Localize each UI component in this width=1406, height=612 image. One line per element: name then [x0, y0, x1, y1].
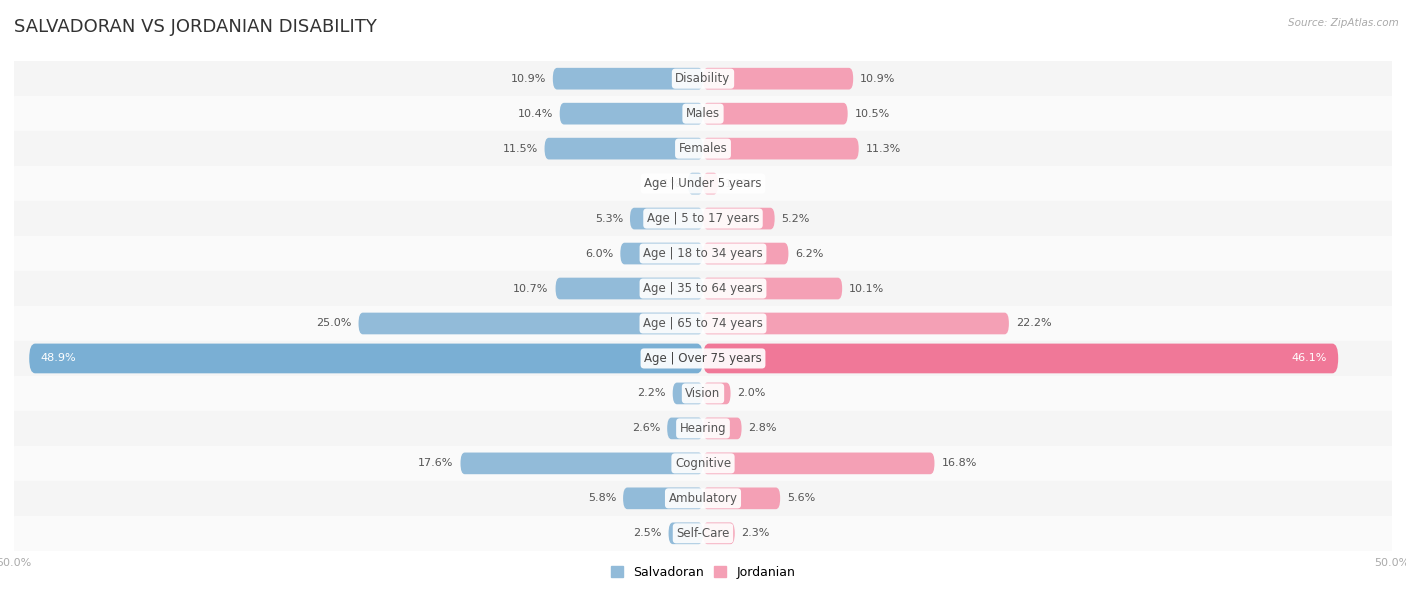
FancyBboxPatch shape	[668, 417, 703, 439]
FancyBboxPatch shape	[30, 343, 703, 373]
Text: Age | 35 to 64 years: Age | 35 to 64 years	[643, 282, 763, 295]
Text: 5.6%: 5.6%	[787, 493, 815, 503]
FancyBboxPatch shape	[703, 452, 935, 474]
Text: Age | Under 5 years: Age | Under 5 years	[644, 177, 762, 190]
Text: 11.3%: 11.3%	[866, 144, 901, 154]
FancyBboxPatch shape	[703, 313, 1010, 334]
FancyBboxPatch shape	[620, 243, 703, 264]
Text: 2.5%: 2.5%	[633, 528, 662, 539]
Text: 1.1%: 1.1%	[725, 179, 754, 188]
Text: 5.8%: 5.8%	[588, 493, 616, 503]
FancyBboxPatch shape	[623, 488, 703, 509]
Bar	[14, 236, 1392, 271]
FancyBboxPatch shape	[359, 313, 703, 334]
FancyBboxPatch shape	[703, 68, 853, 89]
FancyBboxPatch shape	[703, 243, 789, 264]
Text: Age | Over 75 years: Age | Over 75 years	[644, 352, 762, 365]
Text: 5.2%: 5.2%	[782, 214, 810, 223]
Text: 6.0%: 6.0%	[585, 248, 613, 258]
Text: 10.9%: 10.9%	[860, 73, 896, 84]
Bar	[14, 61, 1392, 96]
FancyBboxPatch shape	[555, 278, 703, 299]
Bar	[14, 376, 1392, 411]
FancyBboxPatch shape	[461, 452, 703, 474]
Text: 16.8%: 16.8%	[942, 458, 977, 468]
Text: 2.6%: 2.6%	[631, 424, 661, 433]
Text: 2.3%: 2.3%	[741, 528, 770, 539]
Text: 2.8%: 2.8%	[748, 424, 778, 433]
Bar	[14, 481, 1392, 516]
Text: Source: ZipAtlas.com: Source: ZipAtlas.com	[1288, 18, 1399, 28]
Text: SALVADORAN VS JORDANIAN DISABILITY: SALVADORAN VS JORDANIAN DISABILITY	[14, 18, 377, 36]
Bar	[14, 201, 1392, 236]
Text: Age | 18 to 34 years: Age | 18 to 34 years	[643, 247, 763, 260]
Text: 5.3%: 5.3%	[595, 214, 623, 223]
Text: 10.4%: 10.4%	[517, 109, 553, 119]
Text: 2.0%: 2.0%	[738, 389, 766, 398]
Text: 46.1%: 46.1%	[1292, 354, 1327, 364]
FancyBboxPatch shape	[703, 103, 848, 124]
FancyBboxPatch shape	[703, 207, 775, 230]
FancyBboxPatch shape	[703, 343, 1339, 373]
Text: Self-Care: Self-Care	[676, 527, 730, 540]
Text: Age | 65 to 74 years: Age | 65 to 74 years	[643, 317, 763, 330]
Text: Age | 5 to 17 years: Age | 5 to 17 years	[647, 212, 759, 225]
FancyBboxPatch shape	[703, 488, 780, 509]
Text: 25.0%: 25.0%	[316, 318, 352, 329]
FancyBboxPatch shape	[688, 173, 703, 195]
Bar	[14, 131, 1392, 166]
Text: 10.9%: 10.9%	[510, 73, 546, 84]
Bar	[14, 96, 1392, 131]
Bar	[14, 306, 1392, 341]
Bar	[14, 446, 1392, 481]
Text: 10.5%: 10.5%	[855, 109, 890, 119]
FancyBboxPatch shape	[703, 417, 741, 439]
Bar	[14, 341, 1392, 376]
Text: 6.2%: 6.2%	[796, 248, 824, 258]
Text: Vision: Vision	[685, 387, 721, 400]
Text: 11.5%: 11.5%	[502, 144, 537, 154]
FancyBboxPatch shape	[630, 207, 703, 230]
Text: 10.1%: 10.1%	[849, 283, 884, 294]
Text: 2.2%: 2.2%	[637, 389, 666, 398]
Text: Hearing: Hearing	[679, 422, 727, 435]
Text: Females: Females	[679, 142, 727, 155]
FancyBboxPatch shape	[703, 173, 718, 195]
FancyBboxPatch shape	[703, 382, 731, 405]
Text: Males: Males	[686, 107, 720, 120]
FancyBboxPatch shape	[560, 103, 703, 124]
Text: 17.6%: 17.6%	[418, 458, 454, 468]
Bar	[14, 516, 1392, 551]
FancyBboxPatch shape	[703, 278, 842, 299]
Text: 22.2%: 22.2%	[1015, 318, 1052, 329]
FancyBboxPatch shape	[544, 138, 703, 160]
Bar	[14, 166, 1392, 201]
Text: 10.7%: 10.7%	[513, 283, 548, 294]
Bar	[14, 271, 1392, 306]
Text: Cognitive: Cognitive	[675, 457, 731, 470]
FancyBboxPatch shape	[672, 382, 703, 405]
FancyBboxPatch shape	[553, 68, 703, 89]
FancyBboxPatch shape	[669, 523, 703, 544]
Legend: Salvadoran, Jordanian: Salvadoran, Jordanian	[606, 561, 800, 584]
Text: Ambulatory: Ambulatory	[668, 492, 738, 505]
FancyBboxPatch shape	[703, 138, 859, 160]
Text: 48.9%: 48.9%	[41, 354, 76, 364]
FancyBboxPatch shape	[703, 523, 735, 544]
Text: 1.1%: 1.1%	[652, 179, 681, 188]
Bar	[14, 411, 1392, 446]
Text: Disability: Disability	[675, 72, 731, 85]
